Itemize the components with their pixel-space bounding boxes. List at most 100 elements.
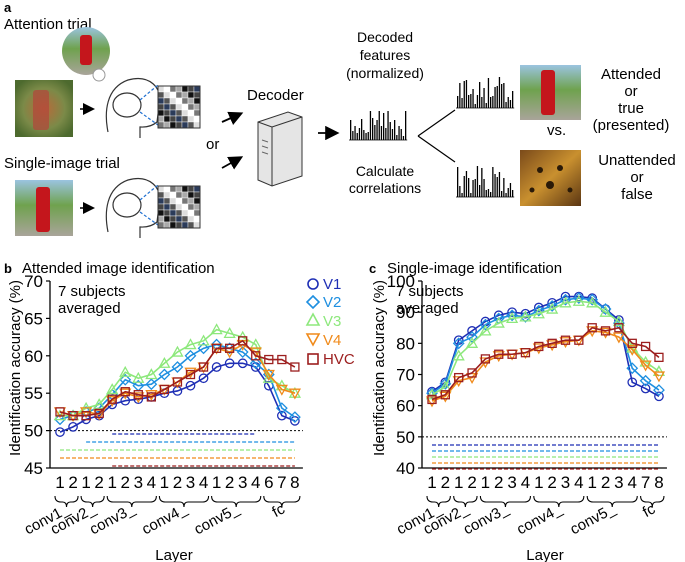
chart-c-annotation-line1: 7 subjects xyxy=(396,283,464,300)
chart-c-point-v4 xyxy=(599,327,612,339)
feature-bar xyxy=(487,189,490,197)
feature-bar xyxy=(380,126,383,140)
chart-c-point-v3 xyxy=(559,296,572,308)
chart-c-xtick-label: 1 xyxy=(427,473,436,492)
chart-c-xtick-label: 3 xyxy=(614,473,623,492)
chart-b-point-v2 xyxy=(119,373,132,386)
chart-c-ytick-label: 40 xyxy=(396,459,415,478)
chart-b-point-v3 xyxy=(197,334,210,346)
svg-text:(normalized): (normalized) xyxy=(346,65,424,81)
chart-c-point-v3 xyxy=(586,296,599,308)
chart-c-point-v2 xyxy=(572,292,585,305)
feature-bar xyxy=(463,176,465,197)
voxel-cell xyxy=(169,191,177,199)
voxel-cell xyxy=(169,91,177,99)
voxel-cell xyxy=(163,209,171,217)
voxel-cell xyxy=(163,203,171,211)
voxel-cell xyxy=(181,91,189,99)
chart-c-xlabel: Layer xyxy=(526,547,564,562)
chart-c-point-v3 xyxy=(479,324,492,336)
chart-c-point-v4 xyxy=(425,396,439,408)
voxel-cell xyxy=(181,109,189,117)
chart-c-group-brace xyxy=(586,495,638,508)
voxel-cell xyxy=(157,197,165,205)
chart-b-point-v1 xyxy=(276,410,287,421)
chart-c-point-v4 xyxy=(532,343,545,355)
chart-b-point-v2 xyxy=(288,411,301,424)
feature-bar xyxy=(350,120,352,140)
voxel-cell xyxy=(181,215,189,223)
voxel-cell xyxy=(193,97,201,105)
chart-c-xtick-label: 8 xyxy=(654,473,663,492)
voxel-cell xyxy=(181,97,189,105)
feature-bar xyxy=(400,129,402,140)
calculate-correlations-label: Calculate correlations xyxy=(349,163,421,196)
voxel-grid-frame xyxy=(157,185,201,229)
chart-b-point-v3 xyxy=(132,371,145,383)
chart-b-xtick-label: 2 xyxy=(121,473,130,492)
voxel-cell xyxy=(157,191,165,199)
feature-bar xyxy=(396,135,398,140)
chart-c-point-hvc xyxy=(654,352,664,363)
feature-bar xyxy=(512,91,514,108)
svg-text:or: or xyxy=(630,169,643,186)
voxel-cell xyxy=(157,97,165,105)
chart-b-point-hvc xyxy=(133,390,143,400)
chart-c-point-v4 xyxy=(559,337,572,349)
chart-b-series-hvc xyxy=(59,339,296,417)
voxel-cell xyxy=(169,109,177,117)
feature-bar xyxy=(507,188,509,197)
chart-b-series-v3 xyxy=(60,328,296,417)
voxel-cell xyxy=(187,115,195,123)
voxel-cell xyxy=(193,203,201,211)
chart-c-point-hvc xyxy=(440,390,451,400)
chart-b-ytick-label: 55 xyxy=(24,384,43,403)
voxel-cell xyxy=(169,203,177,211)
voxel-cell xyxy=(193,221,201,229)
chart-b-point-hvc xyxy=(55,407,65,417)
chart-b-title: Attended image identification xyxy=(22,260,215,277)
voxel-cell xyxy=(175,109,183,117)
chart-b-group-brace xyxy=(80,495,105,508)
chart-b-point-v4 xyxy=(132,392,145,404)
chart-b-group-label: conv4_ xyxy=(139,500,190,538)
feature-bar xyxy=(354,126,356,140)
chart-b-xtick-label: 1 xyxy=(212,473,221,492)
voxel-cell xyxy=(187,97,195,105)
chart-c-point-v2 xyxy=(532,304,545,317)
voxel-cell xyxy=(157,85,165,93)
chart-c-point-v2 xyxy=(466,331,478,344)
attention-cue-image xyxy=(62,27,110,82)
chart-c-xtick-label: 4 xyxy=(628,473,637,492)
chart-b-annotation-line1: 7 subjects xyxy=(58,283,126,300)
voxel-cell xyxy=(163,191,171,199)
or-label: or xyxy=(206,136,219,153)
feature-bar xyxy=(483,88,485,108)
feature-bar xyxy=(492,96,494,108)
chart-b-point-v3 xyxy=(145,368,158,380)
voxel-cell xyxy=(181,191,189,199)
voxel-pattern-2 xyxy=(157,185,201,229)
chart-b-point-hvc xyxy=(146,392,157,402)
chart-b-point-v1 xyxy=(55,427,65,437)
legend-v4: V4 xyxy=(305,332,341,349)
feature-bar xyxy=(509,183,512,197)
chart-c-point-v2 xyxy=(506,309,519,322)
chart-b-group-brace xyxy=(211,495,262,508)
feature-bar xyxy=(485,103,487,108)
voxel-cell xyxy=(163,85,171,93)
branch-lines xyxy=(417,109,456,163)
chart-b-xtick-label: 2 xyxy=(173,473,182,492)
voxel-cell xyxy=(169,209,177,217)
legend-v2: V2 xyxy=(305,294,341,311)
feature-bar xyxy=(457,167,459,197)
voxel-cell xyxy=(181,85,189,93)
voxel-pattern-1 xyxy=(157,85,201,129)
chart-c-point-v4 xyxy=(639,360,652,372)
chart-c-point-v2 xyxy=(546,300,559,312)
svg-text:HVC: HVC xyxy=(323,351,355,368)
chart-c-point-hvc xyxy=(507,349,517,359)
chart-b-point-v3 xyxy=(119,365,132,377)
panel-a: a Attention trial Single-image trial xyxy=(4,0,676,238)
svg-text:(presented): (presented) xyxy=(593,117,670,134)
